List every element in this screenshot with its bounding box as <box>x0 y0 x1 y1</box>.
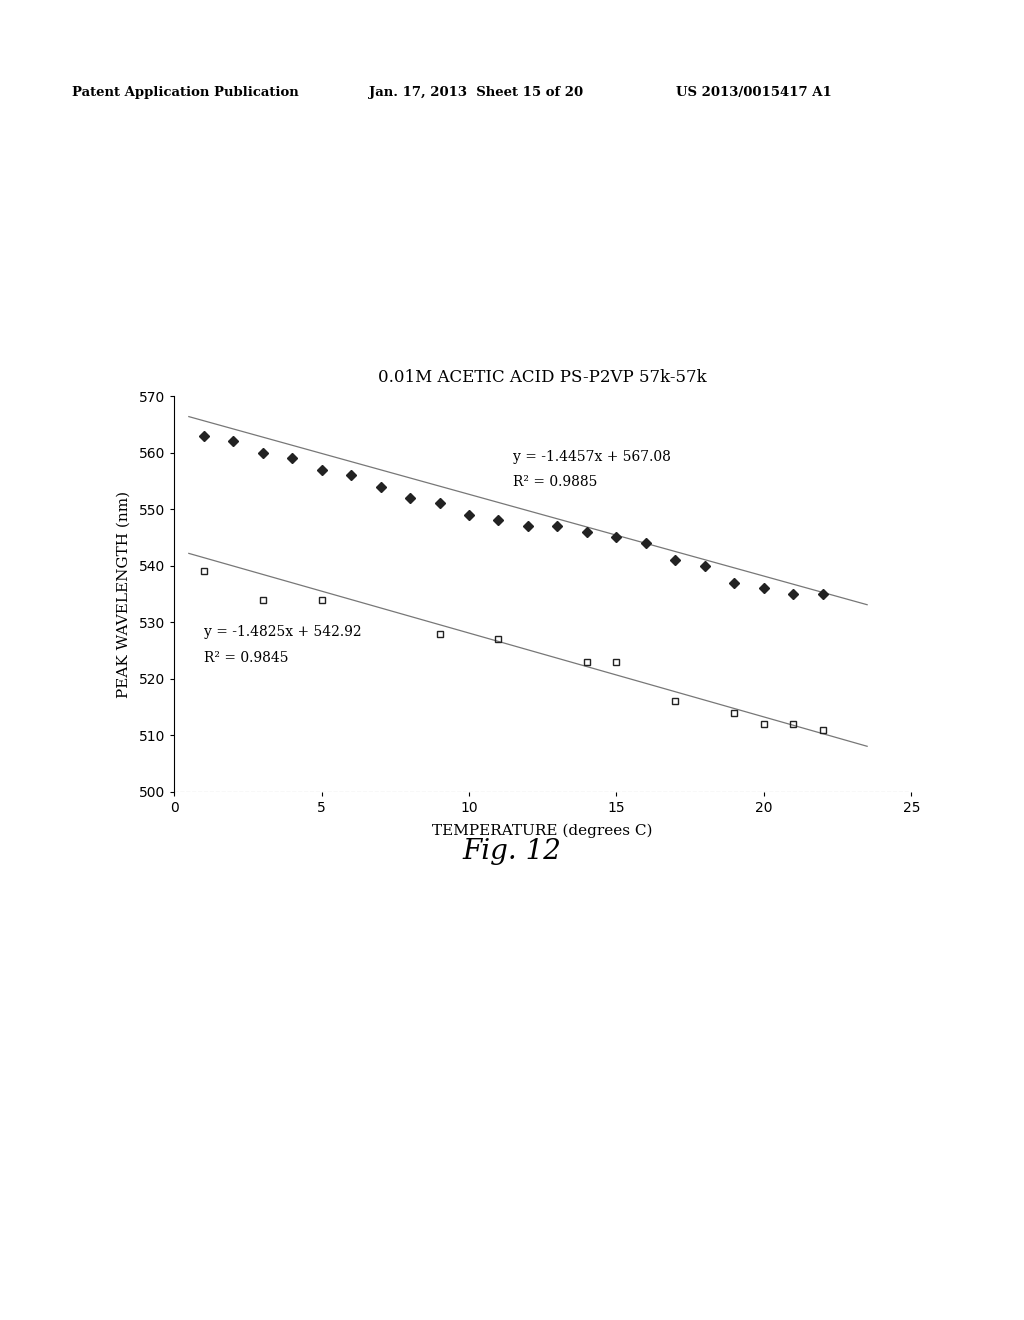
Text: Jan. 17, 2013  Sheet 15 of 20: Jan. 17, 2013 Sheet 15 of 20 <box>369 86 583 99</box>
Text: Fig. 12: Fig. 12 <box>463 838 561 865</box>
Text: R² = 0.9885: R² = 0.9885 <box>513 475 598 490</box>
Text: y = -1.4825x + 542.92: y = -1.4825x + 542.92 <box>204 626 361 639</box>
Text: US 2013/0015417 A1: US 2013/0015417 A1 <box>676 86 831 99</box>
X-axis label: TEMPERATURE (degrees C): TEMPERATURE (degrees C) <box>432 824 653 838</box>
Title: 0.01M ACETIC ACID PS-P2VP 57k-57k: 0.01M ACETIC ACID PS-P2VP 57k-57k <box>379 370 707 387</box>
Text: R² = 0.9845: R² = 0.9845 <box>204 651 288 665</box>
Text: y = -1.4457x + 567.08: y = -1.4457x + 567.08 <box>513 450 671 463</box>
Text: Patent Application Publication: Patent Application Publication <box>72 86 298 99</box>
Y-axis label: PEAK WAVELENGTH (nm): PEAK WAVELENGTH (nm) <box>117 491 130 697</box>
